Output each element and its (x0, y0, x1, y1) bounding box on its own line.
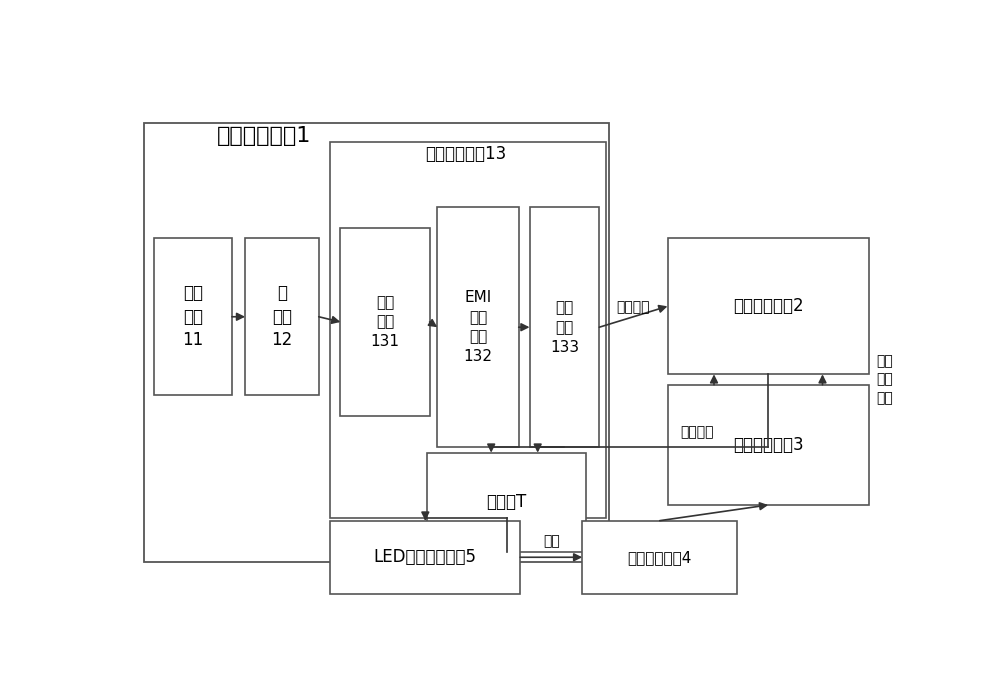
Text: 变压器T: 变压器T (487, 494, 527, 511)
Bar (668, 385, 869, 505)
Text: 整流
电路
133: 整流 电路 133 (550, 300, 579, 354)
Bar (582, 521, 737, 594)
Bar (340, 228, 430, 416)
Text: 反激控制模块2: 反激控制模块2 (733, 297, 804, 315)
Bar (530, 207, 599, 447)
Bar (330, 521, 520, 594)
Text: 电流: 电流 (543, 534, 560, 548)
Text: LED负载接入通道5: LED负载接入通道5 (374, 548, 477, 566)
Bar (154, 238, 232, 395)
Bar (144, 124, 609, 562)
Text: 交流
电源
11: 交流 电源 11 (183, 284, 204, 350)
Bar (330, 142, 606, 518)
Bar (427, 453, 586, 552)
Text: 输出检测模块4: 输出检测模块4 (628, 550, 692, 565)
Text: 电源调光模块1: 电源调光模块1 (217, 126, 312, 147)
Bar (245, 238, 319, 395)
Text: 切相信号: 切相信号 (617, 300, 650, 314)
Text: 电源控制电路13: 电源控制电路13 (425, 145, 507, 163)
Text: 电流反馈模块3: 电流反馈模块3 (733, 436, 804, 454)
Text: 控制信号: 控制信号 (681, 426, 714, 439)
Bar (437, 207, 519, 447)
Text: 调
光器
12: 调 光器 12 (271, 284, 293, 350)
Text: 防雷
电路
131: 防雷 电路 131 (371, 295, 400, 349)
Bar (668, 238, 869, 374)
Text: 反馈
电流
信号: 反馈 电流 信号 (877, 354, 894, 405)
Text: EMI
滤波
电路
132: EMI 滤波 电路 132 (464, 290, 493, 365)
